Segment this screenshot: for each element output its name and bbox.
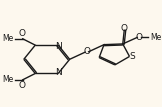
Text: Me: Me [150,33,161,42]
Text: O: O [83,48,90,56]
Text: O: O [121,24,128,33]
Text: Me: Me [3,34,14,43]
Text: O: O [18,81,25,90]
Text: Me: Me [3,75,14,84]
Text: S: S [129,52,135,62]
Text: N: N [56,68,62,77]
Text: O: O [18,29,25,38]
Text: N: N [56,42,62,51]
Text: O: O [136,33,143,42]
